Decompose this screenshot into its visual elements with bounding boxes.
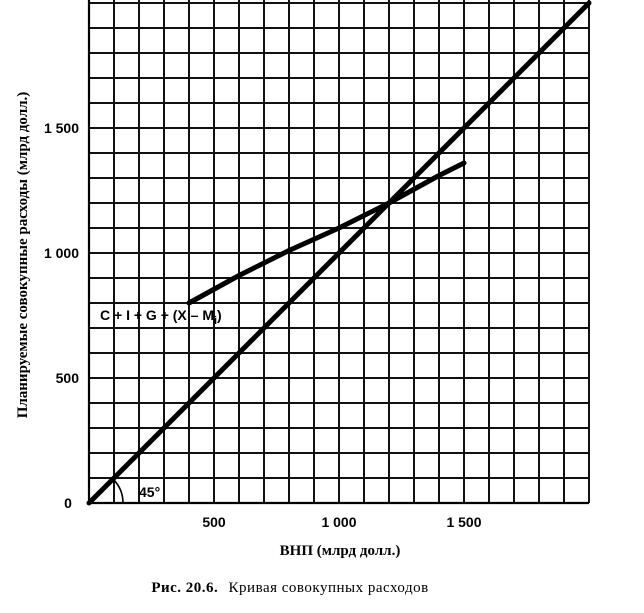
45-degree-line	[86, 0, 592, 506]
x-tick-label: 500	[202, 514, 226, 530]
figure-caption-number: Рис. 20.6.	[151, 580, 218, 596]
curve-annotation: C + I + G + (X – Mi)	[100, 307, 222, 327]
angle-annotation: 45°	[139, 484, 160, 500]
series-group	[86, 0, 592, 506]
figure-caption: Рис. 20.6. Кривая совокупных расходов	[151, 580, 428, 596]
curve-annotation-text: C + I + G + (X – M	[100, 307, 214, 323]
y-axis-title: Планируемые совокупные расходы (млрд дол…	[15, 92, 31, 419]
grid	[88, 0, 590, 504]
y-tick-label: 500	[56, 370, 80, 386]
figure-caption-text: Кривая совокупных расходов	[229, 580, 429, 596]
x-axis-title: ВНП (млрд долл.)	[280, 543, 401, 559]
x-tick-label: 1 500	[446, 514, 481, 530]
angle-arc	[112, 478, 124, 504]
curve-annotation-subscript: i	[214, 315, 217, 327]
axes	[87, 0, 589, 505]
tick-labels: 500 1 000 1 500 500 1 000 1 500	[44, 120, 482, 530]
x-tick-label: 1 000	[321, 514, 356, 530]
aggregate-expenditure-curve	[186, 160, 467, 306]
curve-annotation-close: )	[217, 307, 222, 323]
y-tick-label: 1 500	[44, 120, 79, 136]
y-tick-label-0: 0	[64, 495, 72, 511]
y-tick-label: 1 000	[44, 245, 79, 261]
